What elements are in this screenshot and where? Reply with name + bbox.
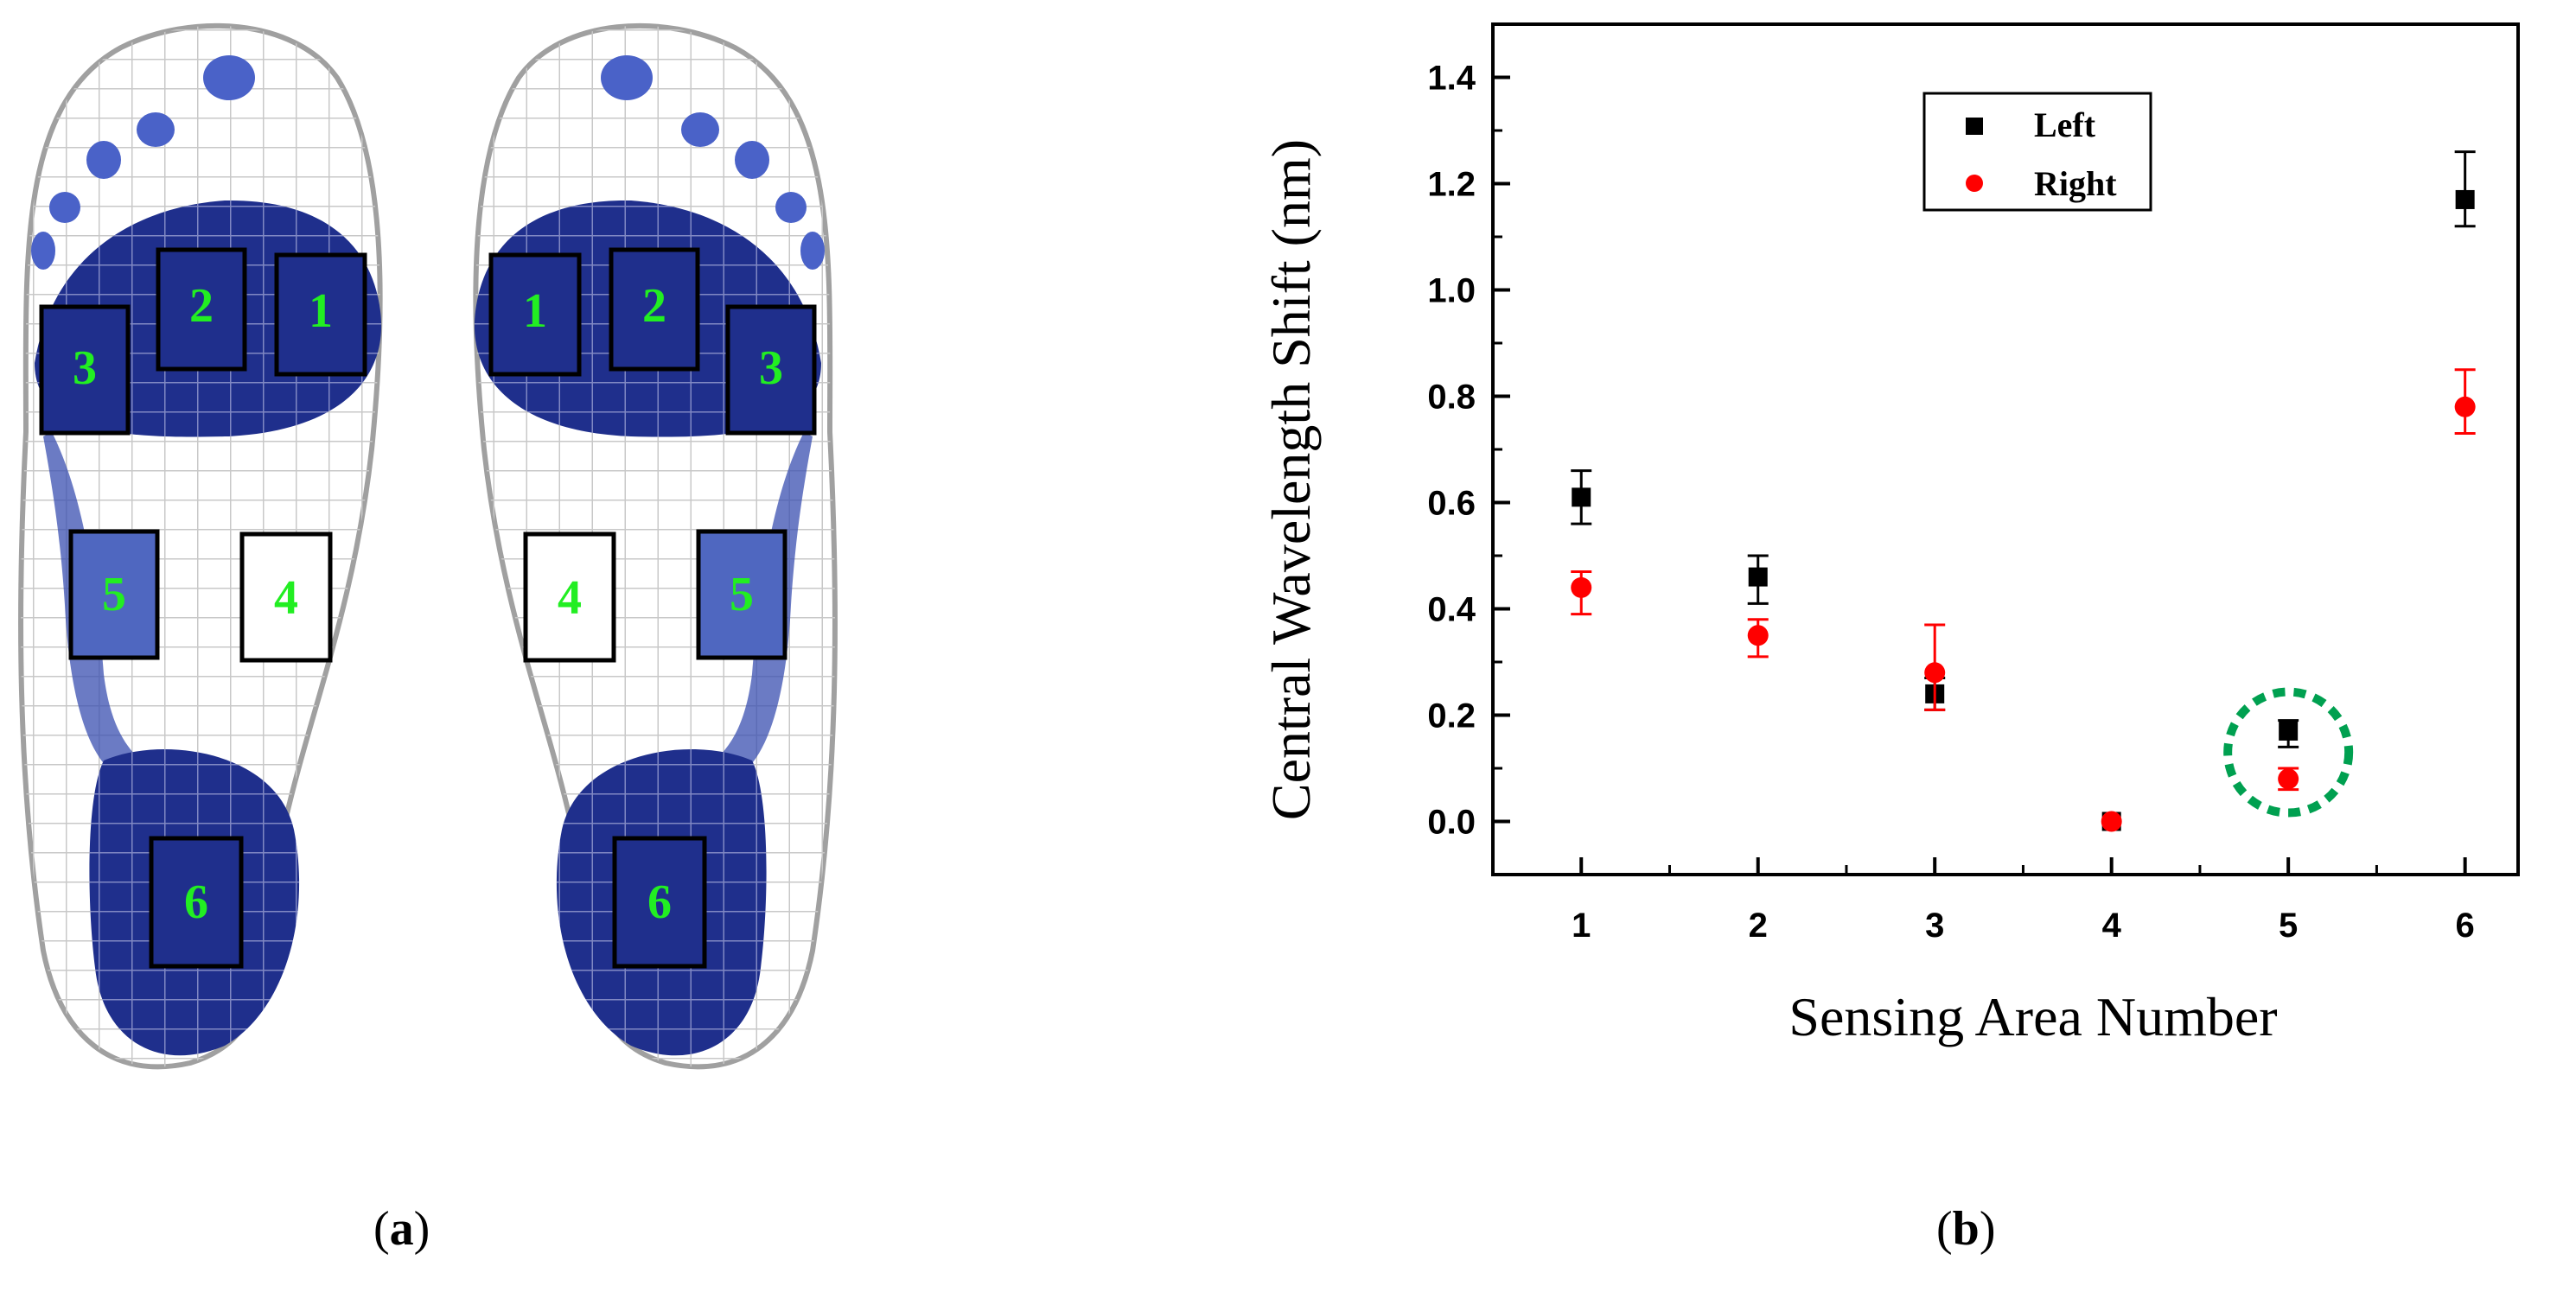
caption-b: (b)	[1936, 1202, 1996, 1256]
legend-marker-left	[1966, 118, 1983, 135]
left-region-box-6	[149, 836, 244, 969]
right-toe-3	[735, 141, 769, 179]
right-toe-5	[800, 232, 825, 270]
left-lateral-pressure	[43, 432, 164, 778]
left-region-label-5: 5	[102, 568, 126, 621]
point-right	[2454, 396, 2476, 417]
y-tick-label: 1.4	[1427, 60, 1476, 98]
highlight-circle	[2223, 687, 2354, 818]
right-region-label-4: 4	[558, 571, 582, 625]
left-region-label-1: 1	[309, 284, 333, 338]
point-left	[1925, 684, 1945, 703]
x-tick-label: 6	[2456, 907, 2475, 945]
chart-axes: 0.0 0.2 0.4 0.6 0.8 1.0 1.2 1.4 1 2 3 4 5 6	[1427, 22, 2520, 945]
right-foot-labels: 1 2 3 4 5 6	[523, 279, 783, 929]
left-region-box-1	[274, 252, 367, 377]
left-region-label-4: 4	[274, 571, 298, 625]
y-tick-label: 1.2	[1427, 166, 1476, 204]
y-tick-label: 0.8	[1427, 379, 1476, 417]
left-region-box-5	[68, 529, 160, 660]
left-toe-2	[137, 112, 175, 147]
point-left	[1572, 487, 1591, 507]
right-region-label-6: 6	[647, 875, 672, 929]
left-region-box-4	[239, 531, 333, 663]
y-tick-label: 1.0	[1427, 272, 1476, 310]
x-tick-label: 1	[1572, 907, 1591, 945]
legend-label-left: Left	[2034, 105, 2096, 144]
point-left	[2101, 811, 2121, 831]
left-region-label-6: 6	[184, 875, 208, 929]
left-toe-5	[31, 232, 55, 270]
right-region-label-2: 2	[642, 279, 666, 333]
point-right	[1924, 662, 1946, 684]
legend-label-right: Right	[2034, 164, 2117, 203]
right-region-label-5: 5	[730, 568, 754, 621]
right-foot	[473, 22, 838, 1070]
left-region-box-2	[156, 247, 247, 372]
left-toe-big	[203, 55, 255, 100]
point-right	[2101, 811, 2122, 832]
point-right	[1571, 576, 1592, 598]
point-left	[2455, 189, 2475, 209]
foot-pressure-illustration: 2 1 3 5 4 6 1 2 3 4 5	[18, 22, 838, 1070]
left-foot: 2 1 3 5 4 6	[18, 22, 383, 1070]
legend: Left Right	[1922, 92, 2152, 212]
x-tick-label: 4	[2102, 907, 2122, 945]
y-tick-label: 0.4	[1427, 591, 1476, 629]
y-tick-label: 0.6	[1427, 485, 1476, 523]
x-tick-label: 3	[1925, 907, 1944, 945]
right-lateral-pressure	[692, 432, 813, 778]
caption-a-letter: a	[389, 1202, 414, 1256]
x-axis-label: Sensing Area Number	[1789, 986, 2277, 1047]
point-left	[2279, 721, 2299, 741]
legend-marker-right	[1966, 175, 1983, 192]
left-toe-4	[49, 192, 80, 223]
right-toe-big	[601, 55, 653, 100]
chart-marks	[1571, 150, 2476, 832]
point-right	[1747, 625, 1769, 646]
y-tick-label: 0.0	[1427, 804, 1476, 842]
x-tick-label: 5	[2279, 907, 2298, 945]
left-toe-3	[86, 141, 121, 179]
point-left	[1748, 567, 1768, 587]
x-tick-label: 2	[1749, 907, 1768, 945]
point-right	[2278, 768, 2299, 790]
right-toe-4	[775, 192, 807, 223]
caption-b-letter: b	[1952, 1202, 1980, 1256]
left-region-box-3	[39, 304, 131, 436]
y-axis-label: Central Wavelength Shift (nm)	[1260, 139, 1322, 820]
left-region-label-2: 2	[189, 279, 214, 333]
y-tick-label: 0.2	[1427, 697, 1476, 735]
legend-box	[1922, 92, 2152, 212]
right-region-label-1: 1	[523, 284, 547, 338]
left-region-label-3: 3	[73, 341, 97, 395]
right-toe-2	[681, 112, 719, 147]
plot-frame	[1491, 22, 2520, 876]
right-region-label-3: 3	[759, 341, 783, 395]
caption-a: (a)	[373, 1202, 430, 1256]
